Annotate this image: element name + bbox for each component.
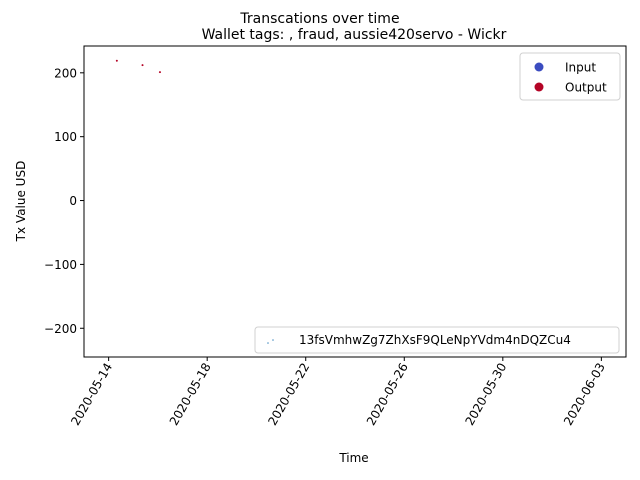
y-tick-label: 100: [54, 130, 77, 144]
plot-area: [83, 45, 627, 358]
plot-frame: [83, 45, 627, 358]
legend: Input Output: [519, 52, 621, 101]
y-tick-label: −100: [44, 258, 77, 272]
legend-label-output: Output: [565, 81, 607, 95]
legend-marker-output: [534, 82, 544, 92]
y-axis-label: Tx Value USD: [14, 161, 28, 243]
x-tick-label: 2020-05-30: [462, 361, 509, 428]
x-tick-label: 2020-06-03: [561, 361, 608, 428]
y-axis: −200 −100 0 100 200: [44, 66, 84, 336]
address-legend-label: 13fsVmhwZg7ZhXsF9QLeNpYVdm4nDQZCu4: [299, 333, 571, 347]
chart-title: Wallet tags: , fraud, aussie420servo - W…: [202, 27, 507, 43]
y-tick-label: 0: [69, 194, 77, 208]
data-point: [115, 59, 118, 62]
data-points: [115, 59, 161, 74]
x-axis: 2020-05-14 2020-05-18 2020-05-22 2020-05-26…: [68, 357, 608, 428]
chart-suptitle: Transcations over time: [239, 11, 399, 27]
address-legend-box: [254, 326, 620, 354]
x-tick-label: 2020-05-18: [167, 361, 214, 428]
legend-box: [519, 52, 621, 101]
address-legend-marker: [272, 339, 274, 341]
y-tick-label: 200: [54, 66, 77, 80]
y-tick-label: −200: [44, 322, 77, 336]
data-point: [158, 71, 161, 74]
data-point: [141, 64, 144, 67]
x-tick-label: 2020-05-22: [265, 361, 312, 428]
legend-marker-input: [534, 62, 544, 72]
x-tick-label: 2020-05-14: [68, 361, 115, 428]
address-legend-marker: [267, 342, 269, 344]
address-legend: 13fsVmhwZg7ZhXsF9QLeNpYVdm4nDQZCu4: [254, 326, 620, 354]
x-tick-label: 2020-05-26: [364, 361, 411, 428]
x-axis-label: Time: [338, 451, 368, 465]
legend-label-input: Input: [565, 61, 596, 75]
